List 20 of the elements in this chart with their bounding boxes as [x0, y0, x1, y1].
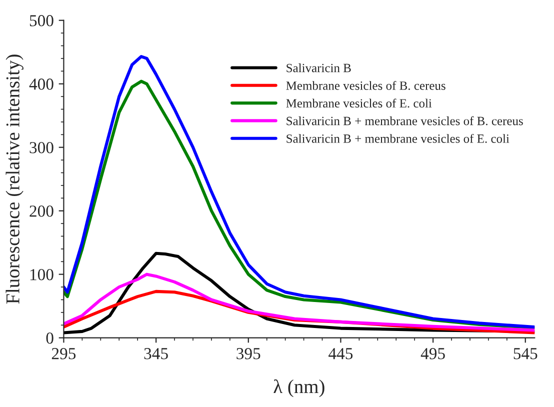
legend-label: Salivaricin B + membrane vesicles of E. coli	[286, 134, 510, 143]
x-tick-label: 545	[514, 348, 538, 360]
legend-label: Membrane vesicles of B. cereus	[286, 80, 446, 90]
x-tick-label: 395	[236, 348, 260, 360]
legend-label: Salivaricin B + membrane vesicles of B. cereus	[286, 116, 523, 126]
y-tick-label: 300	[30, 142, 54, 154]
y-tick-label: 400	[29, 78, 54, 90]
y-axis-title: Fluorescence (relative intensity)	[6, 54, 24, 304]
y-tick-label: 500	[30, 15, 54, 26]
y-tick-label: 0	[46, 332, 54, 344]
legend-label: Membrane vesicles of E. coli	[286, 98, 432, 108]
line-series	[64, 272, 535, 332]
x-tick-label: 445	[328, 348, 353, 360]
legend-label: Salivaricin B	[286, 63, 351, 72]
x-axis-title: λ (nm)	[274, 379, 324, 398]
x-tick-label: 295	[52, 348, 76, 360]
x-tick-label: 345	[144, 348, 168, 360]
y-tick-label: 200	[30, 206, 54, 217]
x-tick-label: 495	[420, 348, 445, 360]
y-tick-label: 100	[30, 269, 54, 280]
